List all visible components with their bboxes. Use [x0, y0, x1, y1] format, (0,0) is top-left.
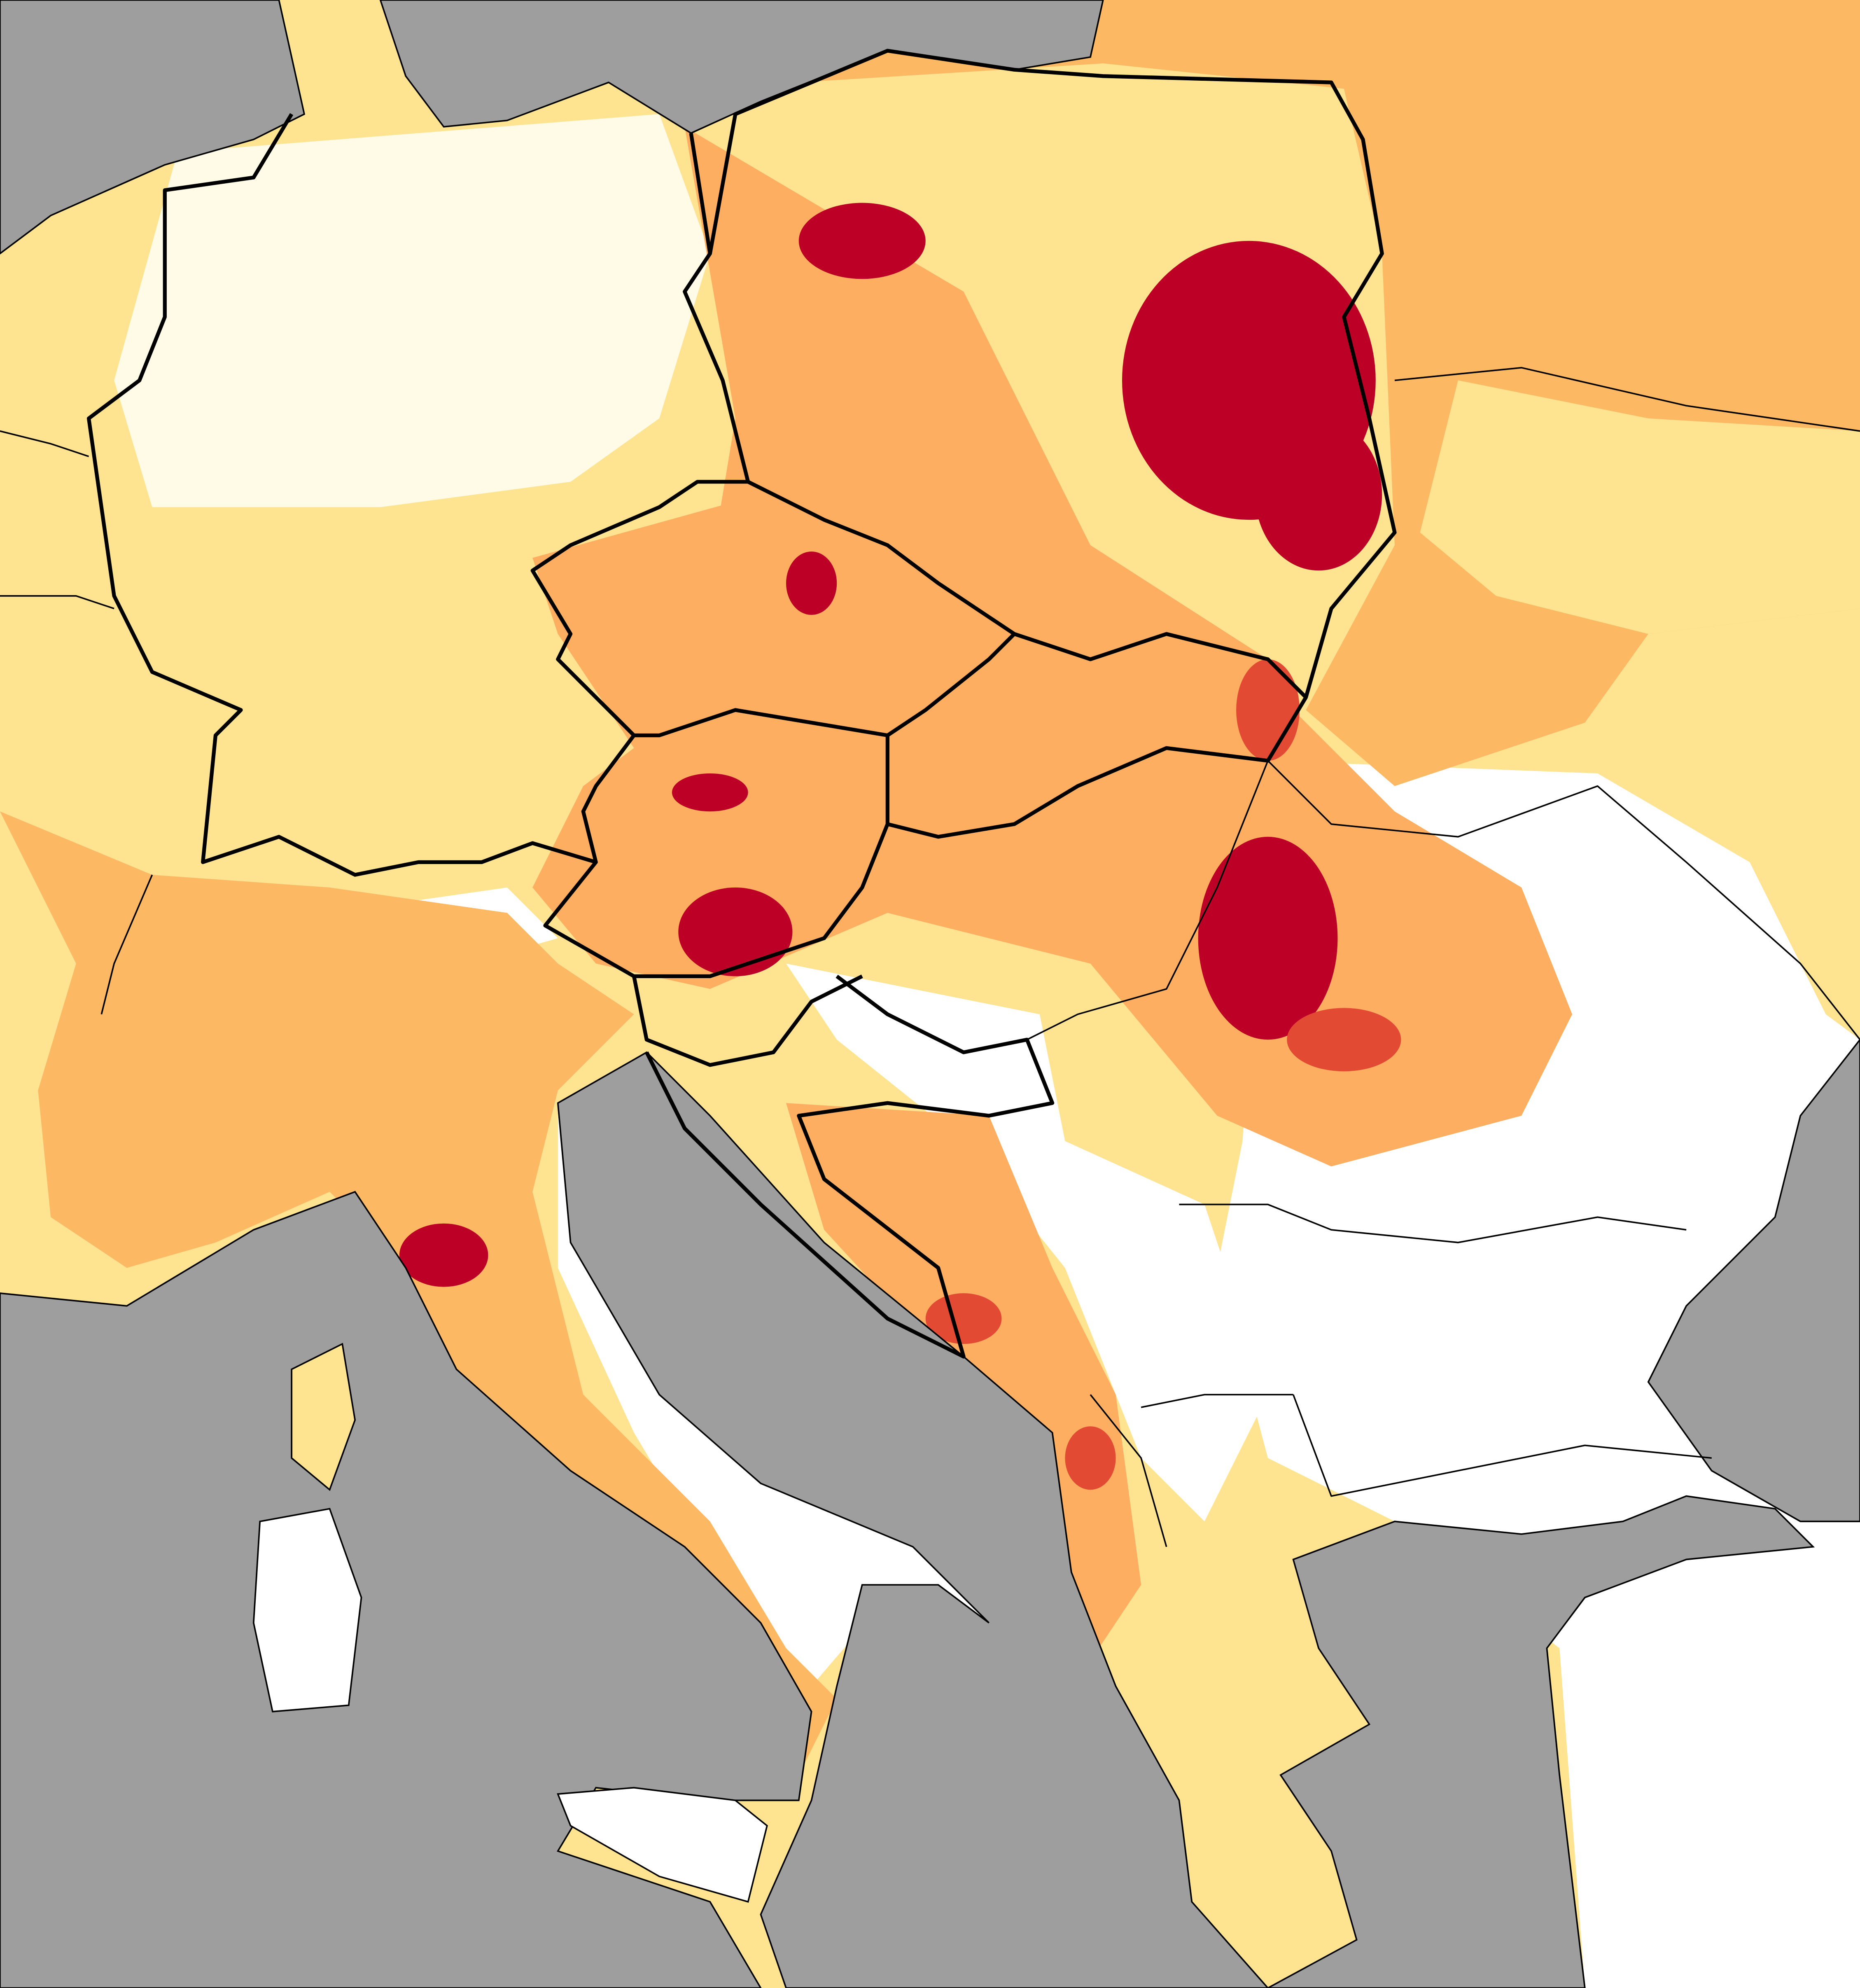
hot-spot — [678, 887, 793, 976]
belarus-light — [1420, 380, 1860, 634]
hot-spot — [925, 1293, 1002, 1344]
hot-spot — [1198, 836, 1338, 1040]
border-slovenia — [632, 974, 863, 1067]
corsica — [291, 1343, 356, 1491]
hot-spot — [1065, 1426, 1116, 1490]
border-thin — [0, 367, 1860, 1547]
border-germany — [86, 113, 750, 877]
hot-spot — [798, 203, 926, 279]
border-slovakia — [885, 696, 1308, 839]
border-poland — [708, 49, 1397, 699]
adriatic-ionian-sea — [557, 1051, 1269, 1988]
border-croatia — [645, 974, 1055, 1359]
border-austria — [543, 823, 889, 979]
hot-spot — [1255, 418, 1382, 571]
hot-spot — [786, 551, 837, 615]
north-sea — [0, 0, 306, 255]
serbia-pale — [786, 963, 1268, 1522]
hot-spot — [1236, 659, 1300, 761]
hot-spot — [672, 773, 748, 812]
germany-north-pale — [114, 114, 710, 507]
hot-spot — [399, 1223, 488, 1287]
tyrrhenian-sea — [0, 1191, 812, 1988]
sardinia — [252, 1508, 362, 1712]
sicily — [557, 1787, 768, 1903]
aegean-sea — [1267, 1495, 1815, 1988]
hot-spot — [1287, 1008, 1401, 1072]
border-czechia — [634, 480, 1016, 738]
baltic-sea — [379, 0, 1104, 134]
black-sea — [1647, 1038, 1860, 1522]
